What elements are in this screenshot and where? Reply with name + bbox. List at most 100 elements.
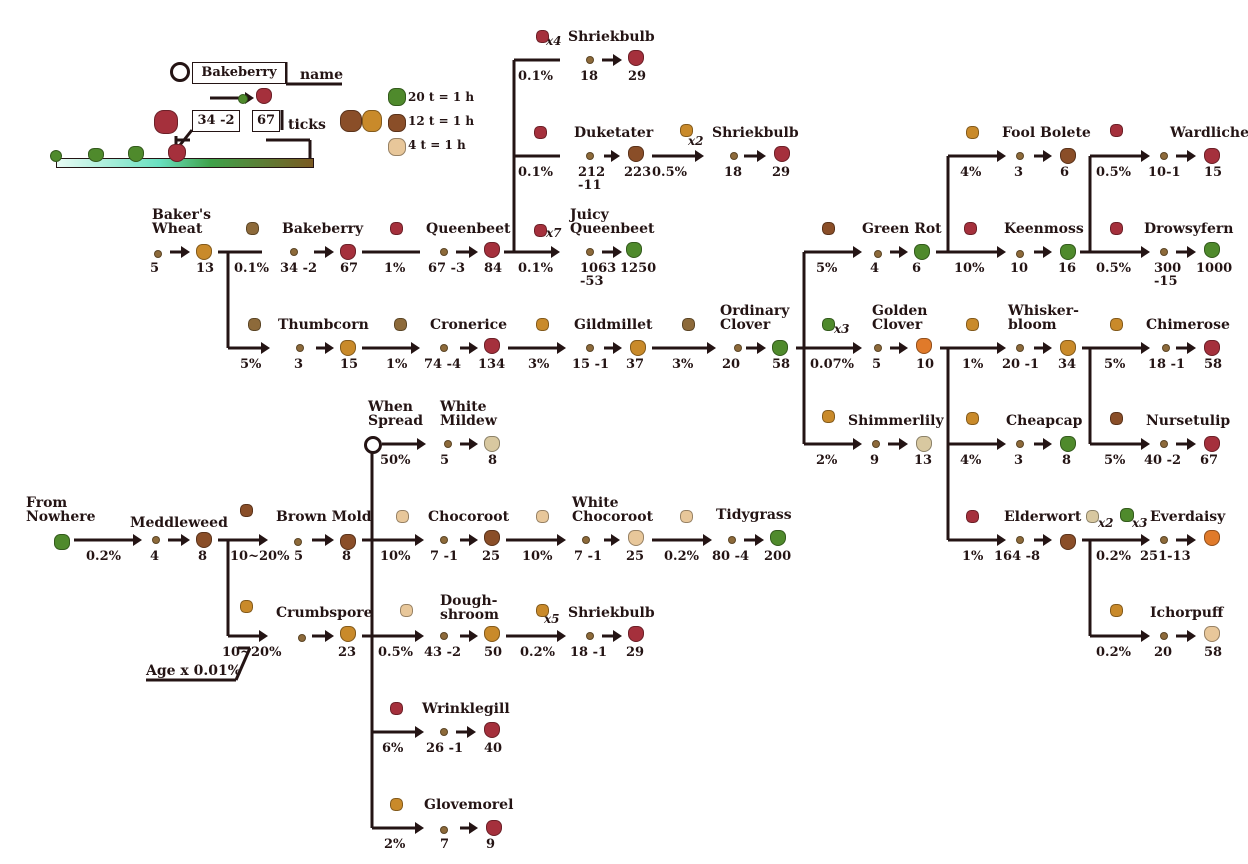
wrinklegill-chance: 6%	[382, 741, 404, 756]
legend-ticks-caption: ticks	[288, 117, 326, 133]
everdaisy-chance: 0.2%	[1096, 549, 1131, 564]
cheapcap-plant-icon	[1060, 436, 1076, 452]
duketater-mature-ticks: 223	[624, 165, 652, 180]
brown-mold-mature-ticks: 8	[342, 549, 352, 564]
shriekbulb-a-label: Shriekbulb	[568, 29, 655, 45]
from-nowhere-label: From Nowhere	[26, 495, 96, 525]
shriekbulb-b-ingredient-icon	[680, 124, 693, 137]
bakers-wheat-label: Baker's Wheat	[152, 207, 212, 237]
keenmoss-label: Keenmoss	[1004, 221, 1084, 237]
wardlichen-plant-icon	[1204, 148, 1220, 164]
everdaisy-ingredient-icon	[1086, 510, 1099, 523]
shriekbulb-b-plant-icon	[774, 146, 790, 162]
drowsyfern-seed-ticks: 300 -15	[1154, 261, 1182, 289]
keenmoss-seed-ticks: 10	[1010, 261, 1029, 276]
elderwort-seed-ticks: 164 -8	[994, 549, 1041, 564]
bakers-wheat-mature-ticks: 13	[196, 261, 215, 276]
doughshroom-label: Dough-shroom	[440, 593, 499, 623]
white-chocoroot-seed-ticks: 7 -1	[574, 549, 603, 564]
chimerose-seed-ticks: 18 -1	[1148, 357, 1186, 372]
wardlichen-seed-ticks: 10-1	[1148, 165, 1181, 180]
shimmerlily-label: Shimmerlily	[848, 413, 944, 429]
white-chocoroot-seed-icon	[582, 536, 590, 544]
queenbeet-mature-ticks: 84	[484, 261, 503, 276]
cronerice-seed-icon	[440, 344, 448, 352]
arrow-head	[325, 246, 334, 258]
fool-bolete-label: Fool Bolete	[1002, 125, 1091, 141]
tidygrass-plant-icon	[770, 530, 786, 546]
legend-seed-ticks-box: 34 -2	[192, 110, 240, 132]
bakeberry-seed-ticks: 34 -2	[280, 261, 318, 276]
arrow-head	[853, 246, 862, 258]
juicy-queenbeet-mature-ticks: 1250	[620, 261, 657, 276]
legend-seed-icon	[238, 94, 248, 104]
arrow-head	[1141, 246, 1150, 258]
fool-bolete-seed-icon	[1016, 152, 1024, 160]
chimerose-chance: 5%	[1104, 357, 1126, 372]
gildmillet-label: Gildmillet	[574, 317, 653, 333]
arrow-head	[1187, 342, 1196, 354]
golden-clover-seed-icon	[874, 344, 882, 352]
golden-clover-ingredient-icon	[822, 318, 835, 331]
white-chocoroot-mature-ticks: 25	[626, 549, 645, 564]
keenmoss-mature-ticks: 16	[1058, 261, 1077, 276]
arrow-head	[997, 438, 1006, 450]
whiskerbloom-ingredient-icon	[966, 318, 979, 331]
ichorpuff-seed-icon	[1160, 632, 1168, 640]
wardlichen-ingredient-icon	[1110, 124, 1123, 137]
fool-bolete-plant-icon	[1060, 148, 1076, 164]
juicy-queenbeet-label: Juicy Queenbeet	[570, 207, 655, 237]
chimerose-plant-icon	[1204, 340, 1220, 356]
arrow-head	[1187, 246, 1196, 258]
nursetulip-mature-ticks: 67	[1200, 453, 1219, 468]
thumbcorn-seed-ticks: 3	[294, 357, 304, 372]
arrow-head	[695, 150, 704, 162]
chocoroot-ingredient-icon	[396, 510, 409, 523]
shriekbulb-b-chance: 0.5%	[652, 165, 687, 180]
rate-label-2: 12 t = 1 h	[408, 114, 475, 128]
duketater-seed-ticks: 212 -11	[578, 165, 606, 193]
shriekbulb-c-multiplier: x5	[544, 612, 560, 626]
glovemorel-mature-ticks: 9	[486, 837, 496, 852]
golden-clover-seed-ticks: 5	[872, 357, 882, 372]
glovemorel-ingredient-icon	[390, 798, 403, 811]
arrow-head	[1187, 150, 1196, 162]
chocoroot-mature-ticks: 25	[482, 549, 501, 564]
thumbcorn-chance: 5%	[240, 357, 262, 372]
everdaisy-seed-icon	[1160, 536, 1168, 544]
meddleweed-label: Meddleweed	[130, 515, 228, 531]
shriekbulb-b-label: Shriekbulb	[712, 125, 799, 141]
doughshroom-seed-ticks: 43 -2	[424, 645, 462, 660]
arrow-head	[415, 822, 424, 834]
arrow-head	[997, 342, 1006, 354]
wrinklegill-seed-ticks: 26 -1	[426, 741, 464, 756]
crumbspore-chance: 10~20%	[222, 645, 282, 660]
crumbspore-label: Crumbspore	[276, 605, 373, 621]
white-mildew-seed-ticks: 5	[440, 453, 450, 468]
arrow-head	[1141, 438, 1150, 450]
shriekbulb-a-seed-icon	[586, 56, 594, 64]
duketater-chance: 0.1%	[518, 165, 553, 180]
whiskerbloom-plant-icon	[1060, 340, 1076, 356]
shriekbulb-c-chance: 0.2%	[520, 645, 555, 660]
chocoroot-label: Chocoroot	[428, 509, 510, 525]
arrow-head	[1187, 534, 1196, 546]
arrow-head	[415, 534, 424, 546]
shimmerlily-seed-icon	[872, 440, 880, 448]
arrow-head	[1141, 150, 1150, 162]
doughshroom-mature-ticks: 50	[484, 645, 503, 660]
duketater-plant-icon	[628, 146, 644, 162]
shimmerlily-chance: 2%	[816, 453, 838, 468]
gildmillet-plant-icon	[630, 340, 646, 356]
whiskerbloom-seed-icon	[1016, 344, 1024, 352]
glovemorel-plant-icon	[486, 820, 502, 836]
cheapcap-label: Cheapcap	[1006, 413, 1083, 429]
shriekbulb-a-chance: 0.1%	[518, 69, 553, 84]
juicy-queenbeet-seed-ticks: 1063 -53	[580, 261, 617, 289]
green-rot-chance: 5%	[816, 261, 838, 276]
green-rot-seed-ticks: 4	[870, 261, 880, 276]
cronerice-mature-ticks: 134	[478, 357, 506, 372]
wardlichen-label: Wardlichen	[1170, 125, 1248, 141]
shriekbulb-c-label: Shriekbulb	[568, 605, 655, 621]
arrow-head	[611, 534, 620, 546]
